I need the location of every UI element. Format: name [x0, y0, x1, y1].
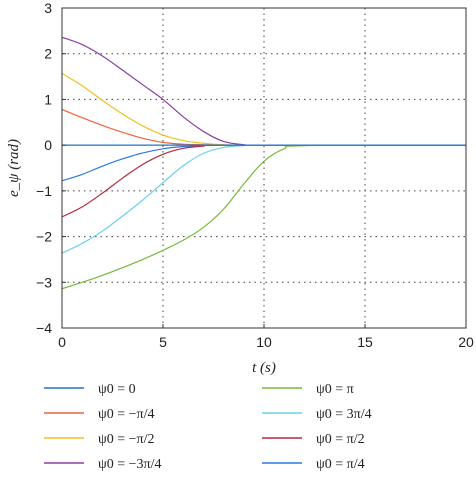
series-lines [61, 36, 467, 290]
legend-label: ψ0 = π [316, 382, 354, 397]
x-axis-label: t (s) [252, 360, 276, 376]
legend-label: ψ0 = π/4 [316, 457, 365, 472]
x-tick-label: 15 [357, 334, 373, 350]
x-tick-label: 20 [458, 334, 474, 350]
y-tick-label: −3 [36, 274, 52, 290]
legend-label: ψ0 = 0 [98, 382, 136, 397]
y-tick-label: −2 [36, 229, 52, 245]
y-tick-label: 3 [44, 0, 52, 16]
legend-label: ψ0 = −π/2 [98, 432, 155, 447]
y-axis-label: e_ψ (rad) [6, 139, 22, 197]
legend-label: ψ0 = 3π/4 [316, 407, 372, 422]
legend: ψ0 = 0 ψ0 = −π/4 ψ0 = −π/2 ψ0 = −3π/4 ψ0 = π… [44, 382, 372, 472]
x-tick-label: 10 [256, 334, 272, 350]
legend-label: ψ0 = −3π/4 [98, 457, 162, 472]
y-tick-label: 2 [44, 46, 52, 62]
y-tick-label: 1 [44, 91, 52, 107]
x-tick-label: 5 [159, 334, 167, 350]
legend-label: ψ0 = −π/4 [98, 407, 155, 422]
y-tick-label: −4 [36, 320, 52, 336]
y-tick-label: 0 [44, 137, 52, 153]
x-tick-label: 0 [58, 334, 66, 350]
series-line [61, 144, 467, 290]
legend-label: ψ0 = π/2 [316, 432, 365, 447]
y-tick-label: −1 [36, 183, 52, 199]
